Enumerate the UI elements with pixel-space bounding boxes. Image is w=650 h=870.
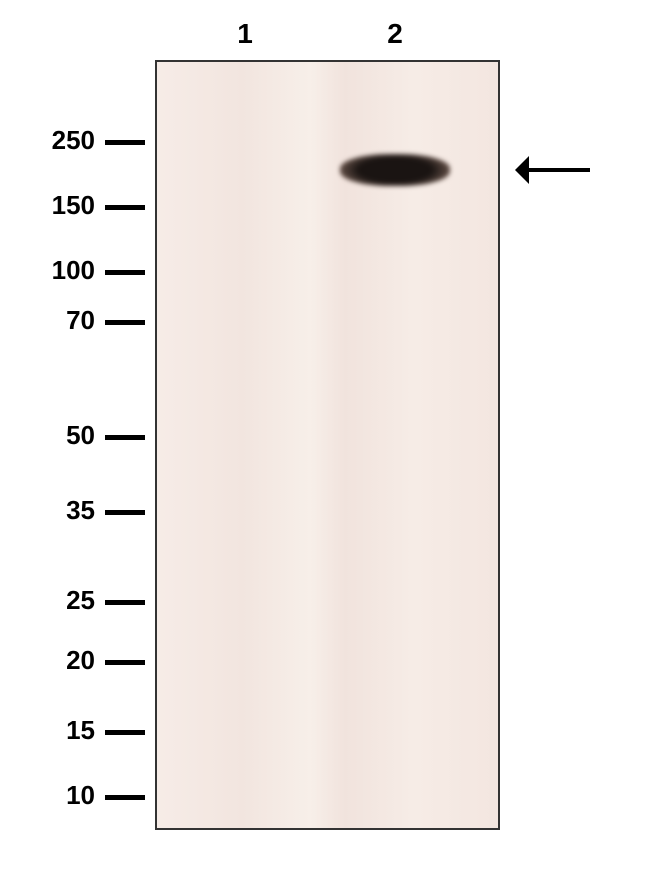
mw-label-10: 10 [66, 780, 95, 811]
mw-tick-250 [105, 140, 145, 145]
mw-tick-25 [105, 600, 145, 605]
mw-tick-15 [105, 730, 145, 735]
mw-label-70: 70 [66, 305, 95, 336]
mw-tick-50 [105, 435, 145, 440]
arrow-shaft [529, 168, 590, 172]
mw-label-50: 50 [66, 420, 95, 451]
protein-band-1 [340, 154, 450, 186]
mw-label-35: 35 [66, 495, 95, 526]
blot-membrane [155, 60, 500, 830]
mw-label-150: 150 [52, 190, 95, 221]
mw-tick-10 [105, 795, 145, 800]
arrow-head-icon [515, 156, 529, 184]
mw-tick-35 [105, 510, 145, 515]
mw-tick-20 [105, 660, 145, 665]
lane-label-1: 1 [225, 18, 265, 50]
mw-tick-100 [105, 270, 145, 275]
band-arrow [515, 156, 590, 184]
mw-tick-70 [105, 320, 145, 325]
mw-tick-150 [105, 205, 145, 210]
mw-label-25: 25 [66, 585, 95, 616]
lane-label-2: 2 [375, 18, 415, 50]
mw-label-100: 100 [52, 255, 95, 286]
mw-label-20: 20 [66, 645, 95, 676]
mw-label-250: 250 [52, 125, 95, 156]
mw-label-15: 15 [66, 715, 95, 746]
blot-figure: 1 2 250 150 100 70 50 35 25 20 15 10 [0, 0, 650, 870]
